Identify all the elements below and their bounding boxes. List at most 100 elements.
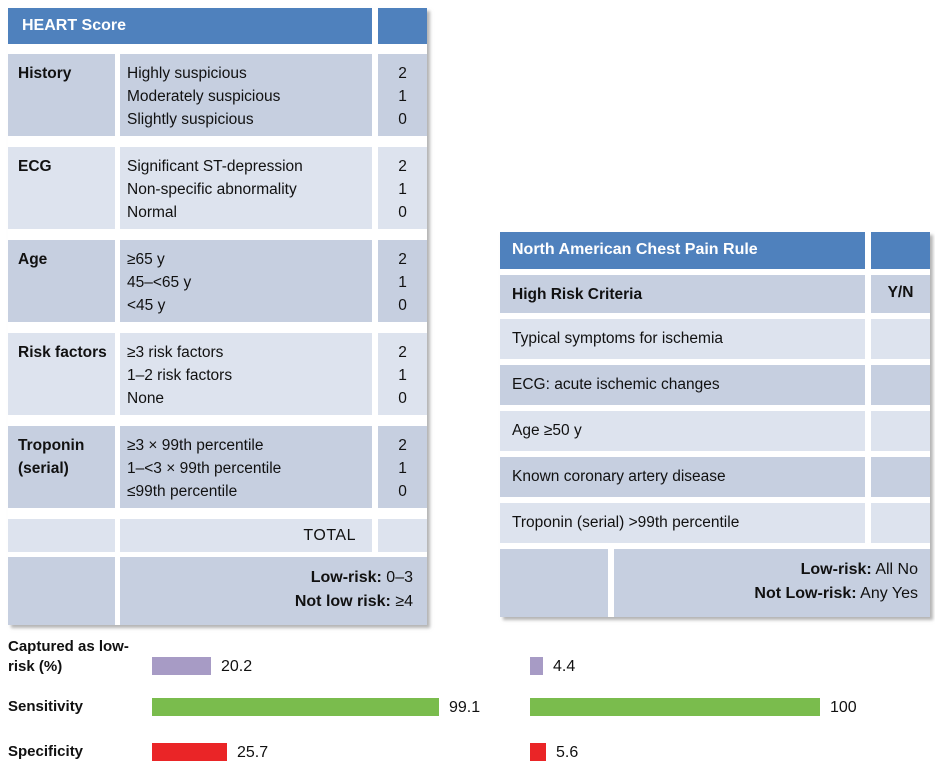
nacpr-columns-row: High Risk Criteria Y/N — [500, 275, 930, 313]
heart-point: 1 — [398, 367, 407, 384]
bar-nacpr-sensitivity — [530, 698, 820, 716]
nacpr-yn-header: Y/N — [871, 275, 930, 313]
bar-heart-specificity — [152, 743, 227, 761]
nacpr-lowrisk-value: All No — [875, 561, 918, 578]
heart-criteria-row: Troponin (serial) ≥3 × 99th percentile 1–<… — [8, 426, 427, 508]
heart-option: ≥3 × 99th percentile — [127, 437, 264, 454]
nacpr-yn-cell — [871, 503, 930, 543]
heart-option: ≥65 y — [127, 251, 165, 268]
heart-row-options: Significant ST-depression Non-specific ab… — [120, 147, 372, 229]
bar-value-heart-sensitivity: 99.1 — [449, 699, 481, 716]
heart-total-empty-cell — [8, 519, 115, 552]
heart-point: 1 — [398, 274, 407, 291]
heart-table-title: HEART Score — [8, 8, 372, 44]
nacpr-lowrisk-empty-cell — [500, 549, 608, 617]
nacpr-yn-cell — [871, 457, 930, 497]
heart-row-category: Risk factors — [8, 333, 115, 415]
heart-option: 1–2 risk factors — [127, 367, 233, 384]
heart-lowrisk-cell: Low-risk: 0–3 Not low risk: ≥4 — [120, 557, 427, 625]
heart-row-category: Troponin (serial) — [8, 426, 115, 508]
nacpr-criteria-row: Typical symptoms for ischemia — [500, 319, 930, 359]
heart-lowrisk-value: 0–3 — [386, 569, 413, 586]
chart-row-label-specificity: Specificity — [8, 743, 84, 760]
heart-row-options: ≥3 risk factors 1–2 risk factors None — [120, 333, 372, 415]
heart-point: 0 — [398, 204, 407, 221]
bar-value-nacpr-specificity: 5.6 — [556, 744, 579, 761]
heart-lowrisk-row: Low-risk: 0–3 Not low risk: ≥4 — [8, 557, 427, 625]
heart-total-row: TOTAL — [8, 519, 427, 552]
heart-point: 0 — [398, 297, 407, 314]
heart-total-label: TOTAL — [120, 519, 372, 552]
heart-row-points: 2 1 0 — [378, 333, 427, 415]
heart-criteria-row: ECG Significant ST-depression Non-specific… — [8, 147, 427, 229]
nacpr-yn-cell — [871, 319, 930, 359]
nacpr-yn-cell — [871, 365, 930, 405]
nacpr-not-lowrisk-label: Not Low-risk: — [754, 585, 857, 602]
nacpr-criterion: Typical symptoms for ischemia — [500, 319, 865, 359]
heart-row-options: Highly suspicious Moderately suspicious Sl… — [120, 54, 372, 136]
nacpr-lowrisk-line: Low-risk: All No — [614, 558, 918, 582]
nacpr-criterion: Troponin (serial) >99th percentile — [500, 503, 865, 543]
heart-score-table: HEART Score History Highly suspicious Mode… — [8, 8, 427, 625]
heart-row-category: Age — [8, 240, 115, 322]
heart-option: None — [127, 390, 165, 407]
heart-option: Slightly suspicious — [127, 111, 254, 128]
nacpr-criteria-header: High Risk Criteria — [500, 275, 865, 313]
nacpr-table-header-yn-cell — [871, 232, 930, 269]
heart-point: 0 — [398, 111, 407, 128]
heart-option: Significant ST-depression — [127, 158, 303, 175]
heart-row-options: ≥65 y 45–<65 y <45 y — [120, 240, 372, 322]
heart-option: <45 y — [127, 297, 166, 314]
nacpr-criteria-row: Age ≥50 y — [500, 411, 930, 451]
heart-lowrisk-empty-cell — [8, 557, 115, 625]
nacpr-lowrisk-row: Low-risk: All No Not Low-risk: Any Yes — [500, 549, 930, 617]
nacpr-criterion: ECG: acute ischemic changes — [500, 365, 865, 405]
heart-option: 45–<65 y — [127, 274, 192, 291]
nacpr-criteria-row: ECG: acute ischemic changes — [500, 365, 930, 405]
heart-row-points: 2 1 0 — [378, 240, 427, 322]
heart-table-header-score-cell — [378, 8, 427, 44]
nacpr-table: North American Chest Pain Rule High Risk… — [500, 232, 930, 617]
heart-row-points: 2 1 0 — [378, 147, 427, 229]
heart-not-lowrisk-value: ≥4 — [395, 593, 413, 610]
heart-not-lowrisk-line: Not low risk: ≥4 — [120, 590, 413, 614]
heart-option: Normal — [127, 204, 177, 221]
heart-point: 2 — [398, 437, 407, 454]
heart-row-options: ≥3 × 99th percentile 1–<3 × 99th percenti… — [120, 426, 372, 508]
nacpr-not-lowrisk-value: Any Yes — [860, 585, 918, 602]
heart-option: 1–<3 × 99th percentile — [127, 460, 282, 477]
heart-point: 0 — [398, 483, 407, 500]
heart-option: Moderately suspicious — [127, 88, 281, 105]
nacpr-not-lowrisk-line: Not Low-risk: Any Yes — [614, 582, 918, 606]
nacpr-table-body: Typical symptoms for ischemia ECG: acute … — [500, 319, 930, 543]
heart-row-category: History — [8, 54, 115, 136]
bar-heart-sensitivity — [152, 698, 439, 716]
heart-point: 2 — [398, 158, 407, 175]
bar-value-heart-captured-low-risk: 20.2 — [221, 658, 253, 675]
nacpr-criterion: Age ≥50 y — [500, 411, 865, 451]
heart-point: 1 — [398, 181, 407, 198]
heart-not-lowrisk-label: Not low risk: — [294, 593, 391, 610]
heart-lowrisk-label: Low-risk: — [310, 569, 382, 586]
bar-value-nacpr-captured-low-risk: 4.4 — [553, 658, 576, 675]
nacpr-lowrisk-cell: Low-risk: All No Not Low-risk: Any Yes — [614, 549, 930, 617]
nacpr-criterion: Known coronary artery disease — [500, 457, 865, 497]
nacpr-criteria-row: Known coronary artery disease — [500, 457, 930, 497]
heart-point: 1 — [398, 88, 407, 105]
heart-criteria-row: History Highly suspicious Moderately suspi… — [8, 54, 427, 136]
heart-point: 0 — [398, 390, 407, 407]
heart-criteria-row: Age ≥65 y 45–<65 y <45 y 2 1 0 — [8, 240, 427, 322]
heart-option: Non-specific abnormality — [127, 181, 297, 198]
chart-row-label-captured-low-risk: Captured as low-risk (%) — [8, 638, 129, 675]
heart-point: 2 — [398, 344, 407, 361]
heart-point: 2 — [398, 65, 407, 82]
heart-criteria-row: Risk factors ≥3 risk factors 1–2 risk fact… — [8, 333, 427, 415]
heart-total-score-cell — [378, 519, 427, 552]
nacpr-yn-cell — [871, 411, 930, 451]
heart-option: ≤99th percentile — [127, 483, 238, 500]
heart-option: Highly suspicious — [127, 65, 247, 82]
nacpr-lowrisk-label: Low-risk: — [800, 561, 872, 578]
nacpr-criteria-row: Troponin (serial) >99th percentile — [500, 503, 930, 543]
bar-value-heart-specificity: 25.7 — [237, 744, 269, 761]
